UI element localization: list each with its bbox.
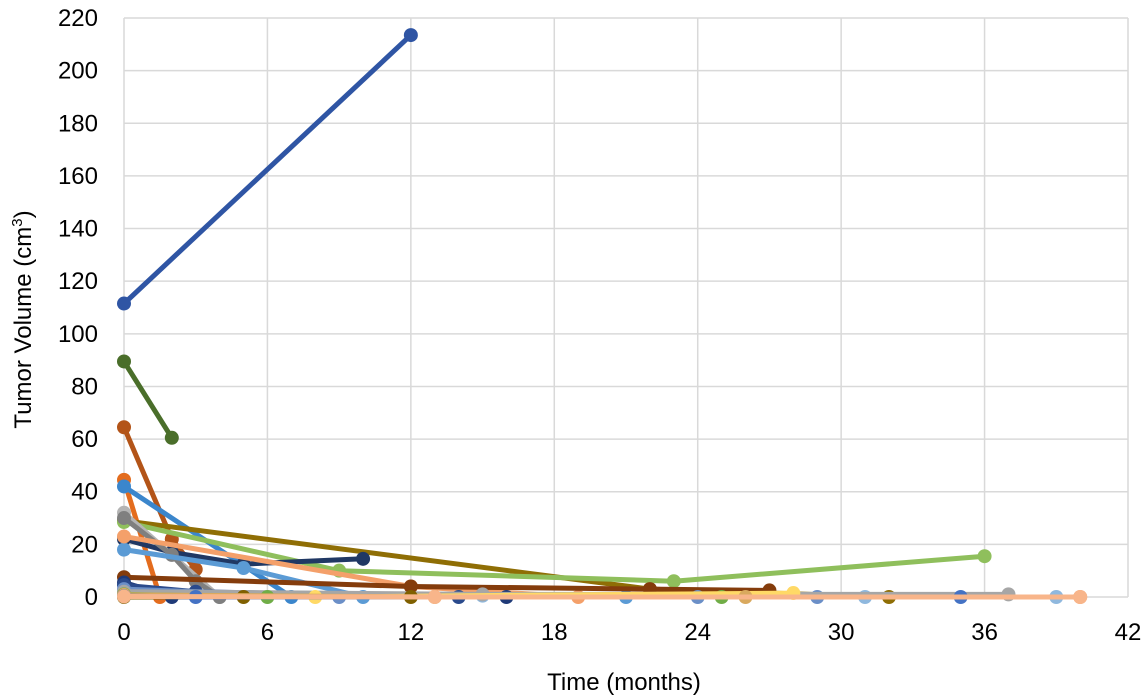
data-point (117, 589, 131, 604)
series-line (121, 32, 414, 307)
data-point (117, 420, 131, 435)
y-tick-label: 180 (58, 110, 98, 137)
x-tick-label: 36 (971, 619, 998, 646)
y-axis-title-main: Tumor Volume (cm (10, 227, 37, 429)
series-2 (117, 354, 179, 445)
gridlines (123, 17, 1129, 598)
x-tick-label: 42 (1115, 619, 1142, 646)
data-point (1073, 590, 1088, 604)
y-axis-title: Tumor Volume (cm3) (9, 210, 37, 428)
x-tick-label: 12 (398, 619, 425, 646)
y-tick-label: 200 (58, 58, 98, 85)
data-point (403, 28, 418, 43)
y-tick-labels: 0 20 40 60 80 100 120 140 160 180 200 220 (58, 5, 98, 611)
data-point (117, 479, 131, 494)
series-line (121, 574, 772, 593)
x-tick-label: 18 (541, 619, 568, 646)
series-line (121, 359, 175, 441)
x-tick-label: 0 (117, 619, 130, 646)
series-line (121, 594, 1083, 600)
data-point (117, 354, 131, 369)
series-line (121, 519, 988, 584)
data-point (236, 561, 251, 576)
series-1 (117, 28, 418, 311)
y-tick-label: 60 (71, 426, 98, 453)
y-tick-label: 160 (58, 163, 98, 190)
data-point (117, 542, 131, 557)
series-layer (117, 28, 1088, 604)
data-point (666, 574, 681, 589)
series-line (121, 515, 223, 600)
series-24 (117, 589, 1088, 604)
series-line (121, 536, 366, 567)
y-tick-label: 40 (71, 479, 98, 506)
x-axis-title: Time (months) (547, 669, 701, 696)
data-point (117, 529, 131, 544)
x-tick-label: 24 (684, 619, 711, 646)
data-point (117, 296, 131, 311)
data-point (977, 549, 992, 564)
y-axis-title-superscript: 3 (9, 218, 26, 226)
y-tick-label: 220 (58, 5, 98, 32)
y-tick-label: 80 (71, 373, 98, 400)
x-tick-label: 6 (261, 619, 274, 646)
data-point (427, 590, 442, 604)
y-tick-label: 120 (58, 268, 98, 295)
y-tick-label: 0 (85, 584, 98, 611)
y-tick-label: 20 (71, 531, 98, 558)
data-point (356, 551, 371, 566)
x-tick-labels: 0 6 12 18 24 30 36 42 (117, 619, 1141, 646)
y-tick-label: 140 (58, 216, 98, 243)
data-point (403, 579, 418, 594)
y-tick-label: 100 (58, 321, 98, 348)
data-point (164, 430, 179, 445)
data-point (117, 511, 131, 526)
y-axis-title-tail: ) (10, 210, 37, 218)
x-tick-label: 30 (828, 619, 855, 646)
